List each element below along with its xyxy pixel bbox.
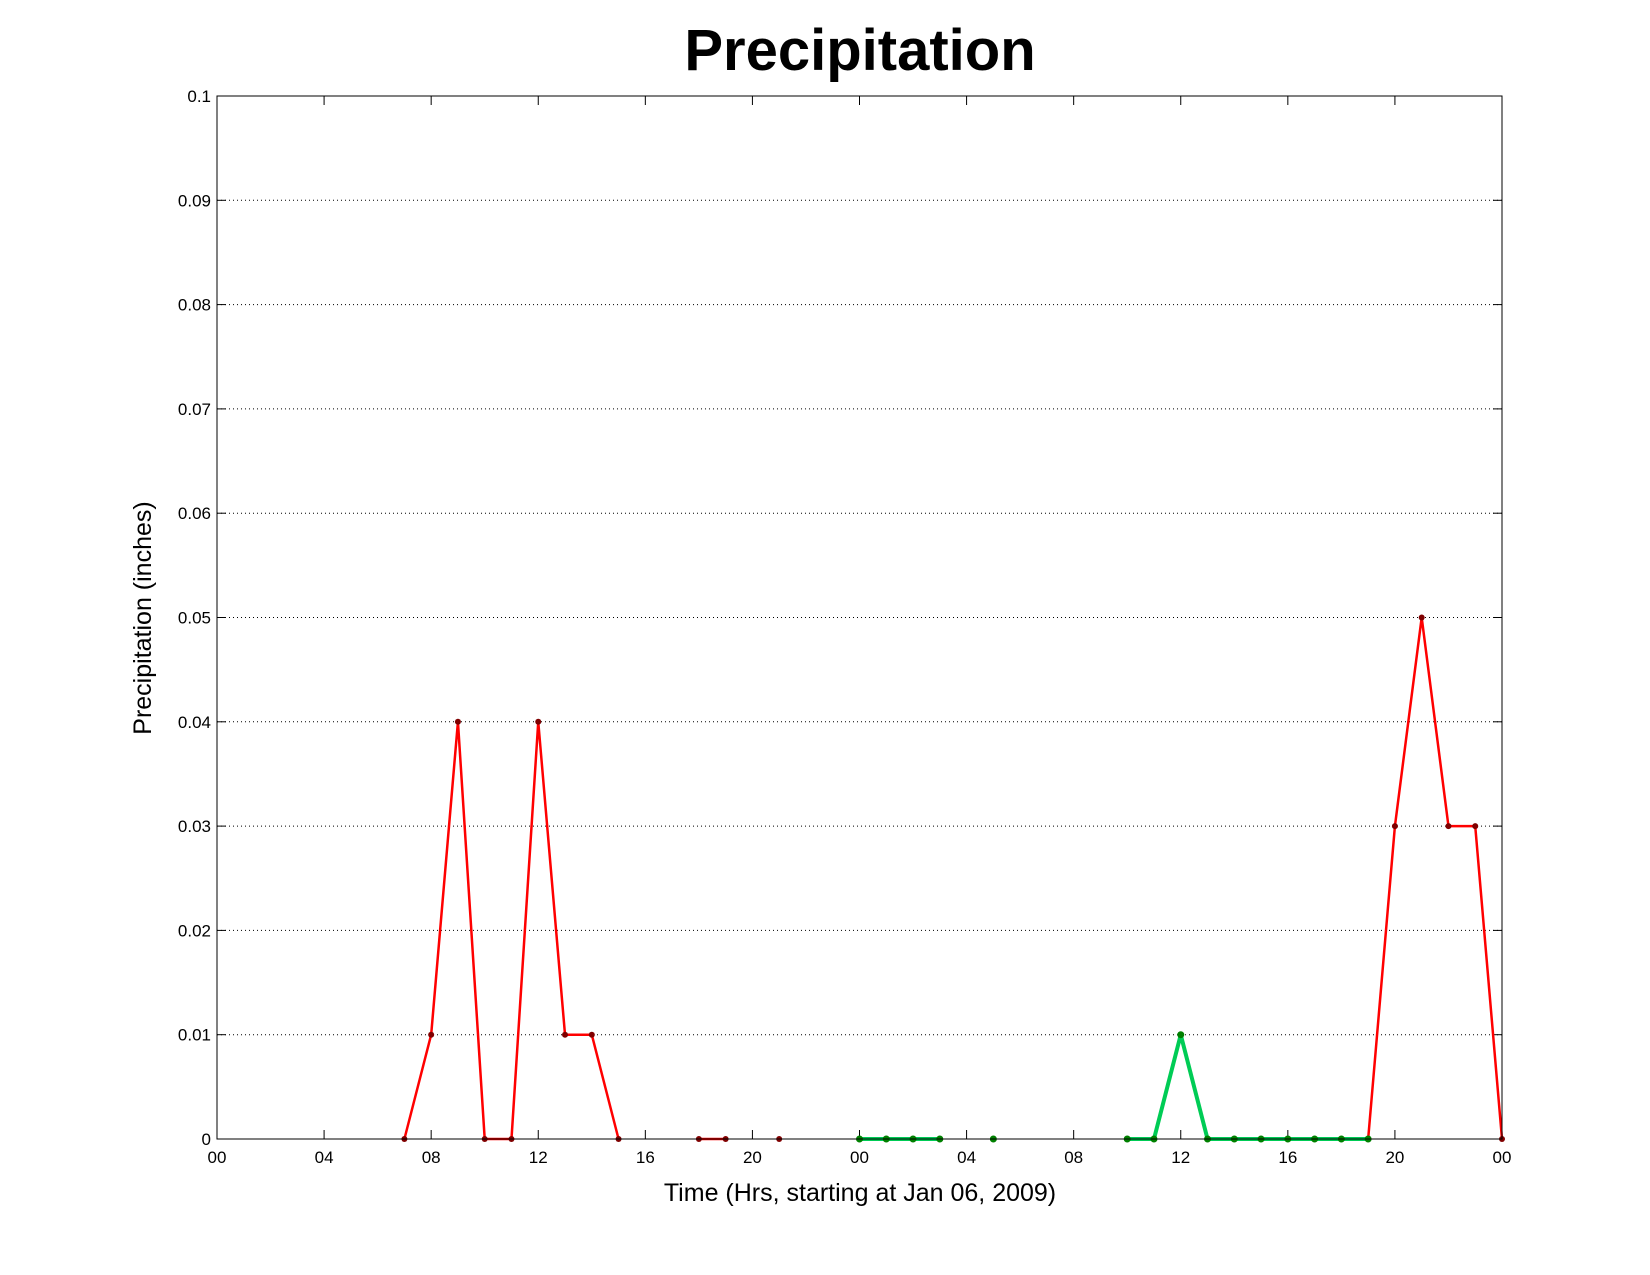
series-line	[1127, 1032, 1369, 1141]
data-point	[588, 1031, 595, 1038]
y-tick-label: 0.05	[178, 609, 211, 628]
x-tick-label: 08	[1064, 1148, 1083, 1167]
x-tick-label: 12	[1171, 1148, 1190, 1167]
x-tick-label: 08	[422, 1148, 441, 1167]
series-line	[403, 720, 620, 1141]
data-point	[428, 1031, 435, 1038]
grid-lines	[217, 199, 1502, 1036]
y-tick-label: 0.02	[178, 921, 211, 940]
y-tick-label: 0.04	[178, 713, 211, 732]
data-point	[562, 1031, 569, 1038]
x-tick-labels: 00 04 08 12 16 20 00 04 08 12 16 20 00	[208, 1148, 1512, 1167]
data-series	[401, 614, 1505, 1143]
y-tick-label: 0.07	[178, 400, 211, 419]
y-tick-label: 0.09	[178, 191, 211, 210]
y-tick-label: 0.08	[178, 296, 211, 315]
x-axis-label: Time (Hrs, starting at Jan 06, 2009)	[664, 1179, 1056, 1207]
x-tick-label: 12	[529, 1148, 548, 1167]
x-tick-label: 20	[1385, 1148, 1404, 1167]
series-line	[1366, 616, 1504, 1140]
y-axis-label: Precipitation (inches)	[129, 501, 157, 734]
x-tick-label: 00	[208, 1148, 227, 1167]
data-point	[1391, 823, 1398, 830]
y-tick-label: 0.03	[178, 817, 211, 836]
y-tick-label: 0	[202, 1130, 211, 1149]
data-point	[1472, 823, 1479, 830]
x-tick-label: 04	[315, 1148, 334, 1167]
y-tick-label: 0.06	[178, 504, 211, 523]
x-tick-label: 20	[743, 1148, 762, 1167]
data-point	[1445, 823, 1452, 830]
series-1	[401, 614, 1505, 1142]
data-point	[535, 718, 542, 725]
x-tick-label: 00	[1493, 1148, 1512, 1167]
y-tick-labels: 0 0.01 0.02 0.03 0.04 0.05 0.06 0.07 0.08 0.09 0.1	[178, 87, 211, 1149]
y-tick-label: 0.01	[178, 1026, 211, 1045]
x-tick-label: 16	[636, 1148, 655, 1167]
data-point	[454, 718, 461, 725]
data-point	[1418, 614, 1425, 621]
y-tick-label: 0.1	[187, 87, 211, 106]
x-tick-label: 00	[850, 1148, 869, 1167]
data-point	[1177, 1031, 1185, 1039]
chart-title: Precipitation	[684, 18, 1035, 83]
plot-frame	[216, 95, 1503, 1140]
x-tick-label: 16	[1278, 1148, 1297, 1167]
series-2	[856, 1031, 1372, 1143]
x-tick-label: 04	[957, 1148, 976, 1167]
